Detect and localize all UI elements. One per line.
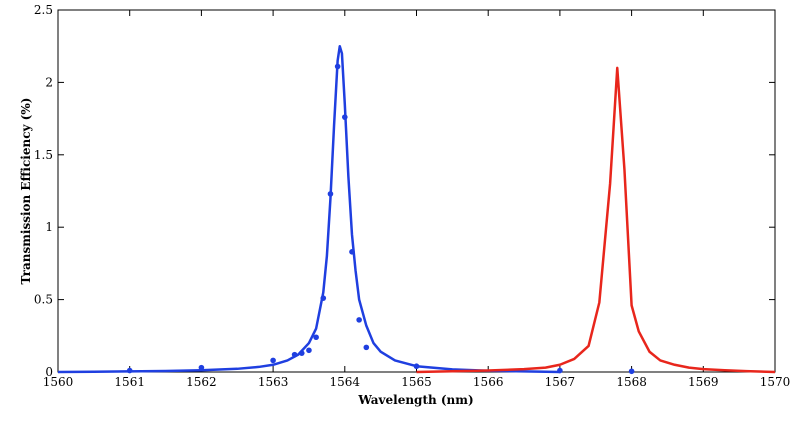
data-point [270,357,276,364]
y-tick-label: 2 [45,75,53,89]
y-tick-label: 1 [45,220,53,234]
data-point [126,367,133,374]
y-tick-label: 2.5 [34,3,53,17]
series-line-0 [57,44,560,374]
y-tick-label: 0.5 [34,293,53,307]
series-layer [57,44,776,375]
data-point [363,344,370,351]
x-tick-label: 1570 [760,375,791,389]
data-point [327,191,334,197]
series-line-2 [416,66,776,374]
x-axis-ticks: 1560 1561 1562 1563 1564 1565 1566 1567 1568 1569… [43,10,791,389]
x-tick-label: 1566 [473,375,504,389]
data-point [298,350,305,356]
x-tick-label: 1563 [258,375,289,389]
data-point [320,295,327,301]
data-point [356,317,362,323]
x-tick-label: 1560 [43,375,74,389]
data-point [334,63,341,70]
x-tick-label: 1564 [330,375,361,389]
data-point [413,363,420,370]
x-tick-label: 1562 [186,375,217,389]
x-tick-label: 1568 [616,375,647,389]
x-tick-label: 1569 [688,375,719,389]
data-point [349,249,355,255]
data-point [557,367,563,374]
plot-area [57,9,776,373]
y-tick-label: 1.5 [34,148,53,162]
data-point [342,114,348,120]
y-tick-label: 0 [45,365,53,379]
x-axis-label: Wavelength (nm) [357,393,473,407]
y-axis-label: Transmission Efficiency (%) [19,98,33,285]
y-axis-ticks: 0 0.5 1 1.5 2 2.5 [34,3,775,379]
data-point [198,364,205,371]
data-point [313,334,319,341]
data-point [628,368,635,375]
x-tick-label: 1565 [401,375,432,389]
data-point [306,347,312,354]
x-tick-label: 1561 [114,375,145,389]
x-tick-label: 1567 [545,375,576,389]
data-point [291,351,298,358]
